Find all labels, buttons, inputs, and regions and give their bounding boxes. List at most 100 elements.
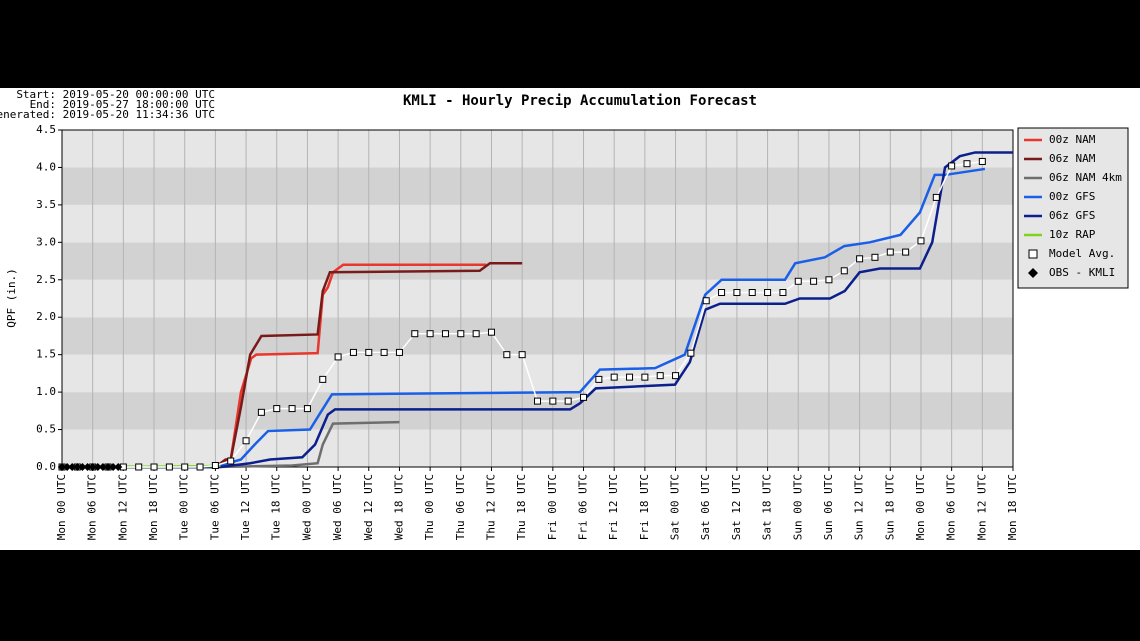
- x-tick-label: Mon 06 UTC: [86, 474, 99, 540]
- x-tick-label: Sun 00 UTC: [791, 474, 804, 540]
- x-tick-label: Thu 18 UTC: [515, 474, 528, 540]
- x-tick-label: Fri 18 UTC: [638, 474, 651, 540]
- y-tick-label: 2.5: [36, 273, 56, 286]
- data-point: [626, 373, 634, 381]
- data-point: [441, 330, 449, 338]
- x-tick-label: Thu 06 UTC: [454, 474, 467, 540]
- x-tick-label: Tue 06 UTC: [208, 474, 221, 540]
- chart-title: KMLI - Hourly Precip Accumulation Foreca…: [403, 93, 757, 109]
- legend-label: 06z GFS: [1049, 209, 1095, 222]
- y-tick-label: 2.0: [36, 310, 56, 323]
- data-point: [73, 463, 82, 471]
- data-point: [319, 375, 327, 383]
- x-tick-label: Wed 00 UTC: [300, 474, 313, 540]
- data-point: [114, 463, 123, 471]
- series-line: [92, 262, 523, 469]
- data-point: [886, 248, 894, 256]
- legend-label: 06z NAM: [1049, 152, 1096, 165]
- band: [62, 279, 1013, 318]
- data-point: [534, 397, 541, 405]
- data-point: [135, 463, 143, 471]
- plot-border: [61, 129, 1014, 468]
- data-point: [303, 405, 311, 413]
- data-point: [595, 375, 603, 383]
- x-tick-label: Sat 00 UTC: [669, 474, 682, 540]
- data-point: [257, 408, 265, 416]
- data-point: [932, 193, 940, 201]
- data-point: [457, 330, 465, 338]
- data-point: [764, 289, 772, 297]
- band: [62, 167, 1013, 205]
- band: [62, 130, 1013, 168]
- data-point: [88, 463, 97, 471]
- data-point: [718, 289, 726, 297]
- data-point: [395, 348, 403, 356]
- data-point: [472, 330, 480, 338]
- x-tick-label: Tue 18 UTC: [270, 474, 283, 540]
- data-point: [871, 253, 879, 261]
- data-point: [242, 437, 250, 445]
- header-line: Start: 2019-05-20 00:00:00 UTC: [16, 88, 215, 101]
- header-line: Generated: 2019-05-20 11:34:36 UTC: [0, 108, 215, 121]
- y-tick-label: 3.5: [36, 198, 56, 211]
- data-point: [963, 160, 971, 168]
- band: [62, 354, 1013, 393]
- data-point: [549, 397, 557, 405]
- x-tick-label: Wed 12 UTC: [362, 474, 375, 540]
- x-tick-label: Sun 18 UTC: [883, 474, 896, 540]
- data-point: [150, 463, 158, 471]
- y-tick-label: 0.5: [36, 423, 56, 436]
- x-tick-label: Mon 18 UTC: [1006, 474, 1019, 540]
- data-point: [63, 463, 72, 471]
- legend-label: 00z GFS: [1049, 190, 1095, 203]
- band: [62, 317, 1013, 355]
- y-tick-label: 4.0: [36, 160, 56, 173]
- data-point: [83, 463, 92, 471]
- y-tick-label: 0.0: [36, 460, 56, 473]
- x-tick-label: Thu 12 UTC: [484, 474, 497, 540]
- x-tick-label: Sat 06 UTC: [699, 474, 712, 540]
- data-point: [580, 393, 588, 401]
- data-point: [104, 463, 113, 471]
- data-point: [196, 463, 204, 471]
- x-tick-label: Mon 06 UTC: [945, 474, 958, 540]
- data-point: [779, 289, 787, 297]
- y-tick-label: 4.5: [36, 123, 56, 136]
- data-point: [748, 289, 756, 297]
- data-point: [810, 277, 818, 285]
- data-point: [978, 157, 986, 165]
- data-point: [840, 267, 848, 275]
- y-tick-label: 3.0: [36, 235, 56, 248]
- legend-marker: [1028, 249, 1038, 259]
- data-point: [93, 463, 102, 471]
- data-point: [78, 463, 87, 471]
- data-point: [58, 463, 66, 471]
- data-point: [211, 462, 219, 470]
- x-tick-label: Fri 12 UTC: [607, 474, 620, 540]
- data-point: [411, 330, 419, 338]
- data-point: [288, 405, 296, 413]
- data-point: [641, 373, 649, 381]
- data-point: [687, 349, 695, 357]
- x-tick-label: Mon 18 UTC: [147, 474, 160, 540]
- x-tick-label: Mon 12 UTC: [116, 474, 129, 540]
- data-point: [902, 248, 910, 256]
- legend-label: OBS - KMLI: [1049, 266, 1115, 279]
- x-tick-label: Sun 12 UTC: [853, 474, 866, 540]
- x-tick-label: Sat 18 UTC: [761, 474, 774, 540]
- data-point: [564, 397, 572, 405]
- data-point: [610, 373, 618, 381]
- data-point: [917, 237, 925, 245]
- legend-label: 10z RAP: [1049, 228, 1096, 241]
- x-tick-label: Wed 18 UTC: [392, 474, 405, 540]
- x-tick-label: Fri 06 UTC: [577, 474, 590, 540]
- data-point: [672, 372, 680, 380]
- x-tick-label: Mon 00 UTC: [914, 474, 927, 540]
- x-tick-label: Sat 12 UTC: [730, 474, 743, 540]
- band: [62, 429, 1013, 467]
- data-point: [656, 372, 664, 380]
- data-point: [426, 330, 434, 338]
- data-point: [349, 348, 357, 356]
- data-point: [794, 277, 802, 285]
- data-point: [181, 463, 189, 471]
